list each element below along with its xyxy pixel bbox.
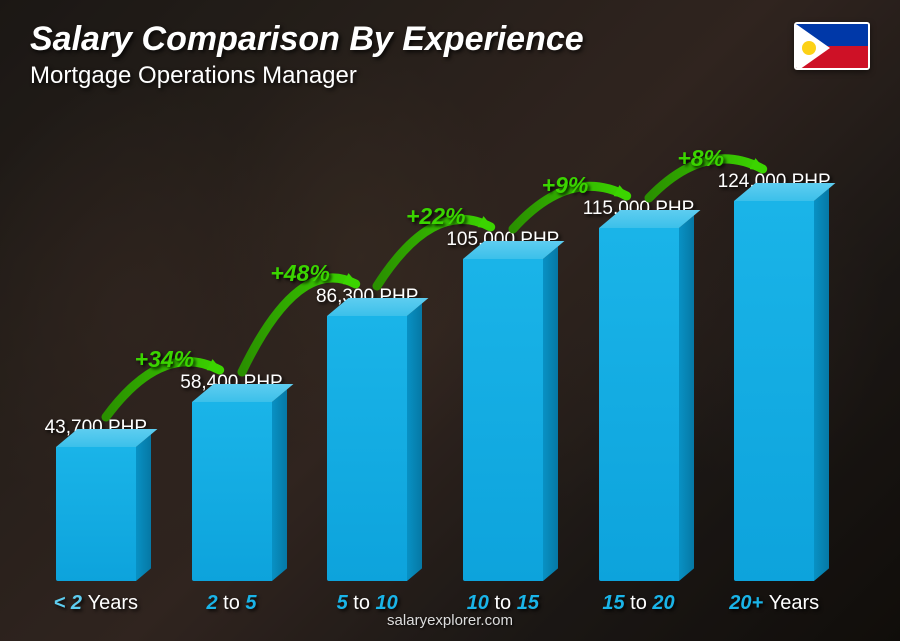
footer-attribution: salaryexplorer.com	[387, 612, 513, 629]
bar-group: 124,000 PHP20+ Years	[708, 120, 840, 581]
bar-group: 43,700 PHP< 2 Years	[30, 120, 162, 581]
bar	[463, 259, 543, 581]
x-axis-label: 15 to 20	[602, 592, 674, 615]
bar	[734, 201, 814, 581]
chart-subtitle: Mortgage Operations Manager	[30, 62, 357, 90]
x-axis-label: 20+ Years	[729, 592, 819, 615]
bar	[192, 402, 272, 581]
bar-group: 105,000 PHP10 to 15	[437, 120, 569, 581]
infographic-container: Salary Comparison By Experience Mortgage…	[0, 0, 900, 641]
x-axis-label: 2 to 5	[206, 592, 256, 615]
chart-title: Salary Comparison By Experience	[30, 20, 584, 59]
bar-group: 86,300 PHP5 to 10	[301, 120, 433, 581]
bar-chart: 43,700 PHP< 2 Years58,400 PHP2 to 586,30…	[30, 120, 840, 581]
x-axis-label: < 2 Years	[54, 592, 138, 615]
bar-group: 58,400 PHP2 to 5	[166, 120, 298, 581]
bar-group: 115,000 PHP15 to 20	[573, 120, 705, 581]
bar	[599, 228, 679, 581]
flag-philippines	[794, 22, 870, 70]
bar	[327, 316, 407, 581]
bar	[56, 447, 136, 581]
